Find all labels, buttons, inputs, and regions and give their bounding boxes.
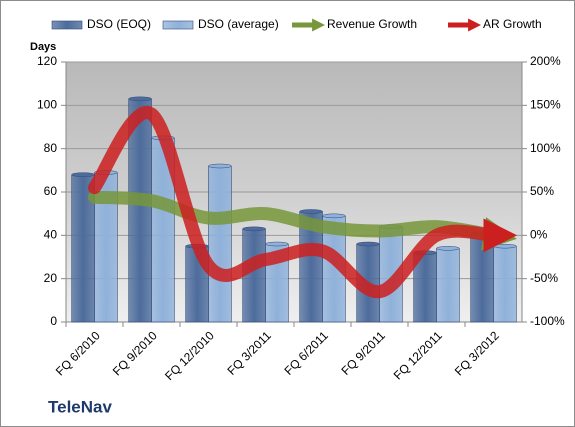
- legend-swatch: [162, 20, 194, 30]
- y-tick-label: 20: [44, 271, 58, 285]
- y2-tick-label: 150%: [530, 98, 561, 112]
- legend-label: DSO (EOQ): [87, 17, 151, 31]
- y2-tick-label: -100%: [530, 314, 565, 328]
- line: [88, 106, 518, 299]
- y2-tick-label: -50%: [530, 271, 558, 285]
- y-tick-label: 0: [50, 314, 57, 328]
- y2-tick-label: 50%: [530, 184, 554, 198]
- legend-swatch: [51, 20, 83, 30]
- chart-title: TeleNav: [48, 397, 112, 416]
- bar-top: [265, 241, 289, 247]
- bar: [436, 248, 460, 323]
- bar: [470, 232, 494, 323]
- y-tick-label: 80: [44, 141, 58, 155]
- y-tick-label: 100: [37, 98, 57, 112]
- bar: [493, 245, 517, 323]
- bar-top: [493, 243, 517, 249]
- y2-tick-label: 100%: [530, 141, 561, 155]
- line: [88, 190, 517, 251]
- legend-label: Revenue Growth: [327, 17, 417, 31]
- bar-top: [208, 163, 232, 169]
- bar-top: [356, 241, 380, 247]
- legend-label: DSO (average): [198, 17, 279, 31]
- y-tick-label: 120: [37, 54, 57, 68]
- bar-top: [242, 226, 266, 232]
- y-tick-label: 60: [44, 184, 58, 198]
- bar-top: [436, 246, 460, 251]
- bar: [242, 228, 266, 323]
- bar-top: [299, 209, 323, 214]
- bar: [208, 165, 232, 323]
- y2-tick-label: 200%: [530, 54, 561, 68]
- bar-top: [71, 172, 95, 177]
- legend-label: AR Growth: [483, 17, 542, 31]
- y2-tick-label: 0%: [530, 228, 548, 242]
- bar-top: [322, 213, 346, 219]
- y-tick-label: 40: [44, 228, 58, 242]
- y-axis-label: Days: [30, 41, 56, 53]
- bar-top: [128, 96, 152, 102]
